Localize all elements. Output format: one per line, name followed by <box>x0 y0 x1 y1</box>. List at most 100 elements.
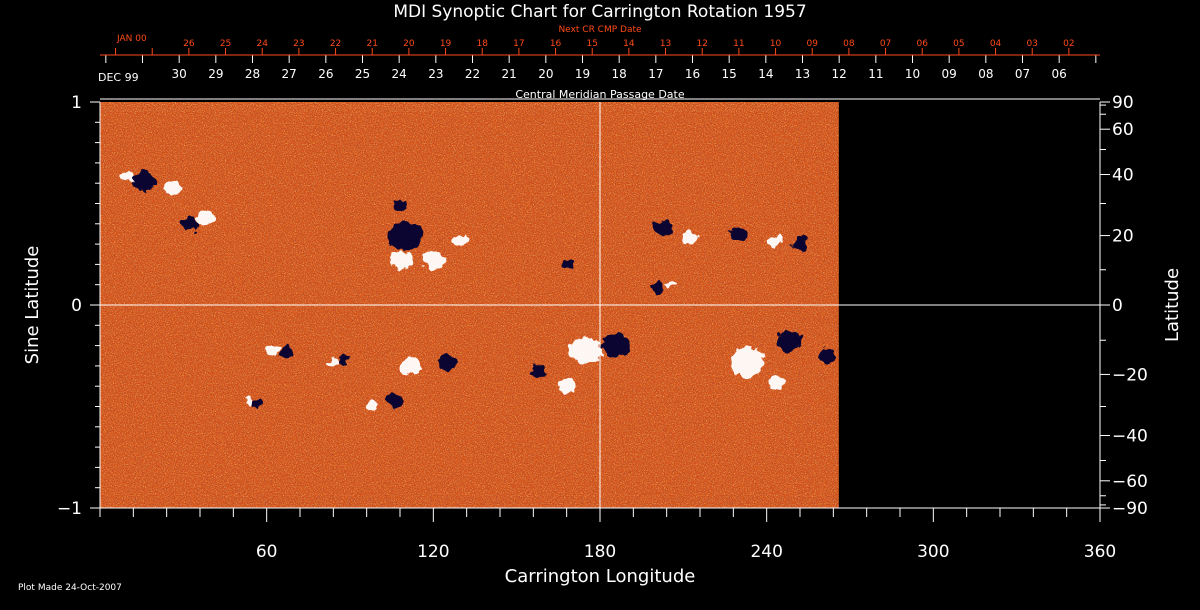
y-left-tick-label: 0 <box>71 296 82 316</box>
active-region-positive <box>767 235 783 249</box>
next-cmp-day-label: 20 <box>403 39 415 49</box>
cmp-day-label: 18 <box>612 67 627 81</box>
y-right-tick-label: −40 <box>1112 426 1148 446</box>
cmp-date-axis: 30 29 28 27 26 25 24 23 22 21 20 19 18 17 16 15 14 13 12 11… <box>100 54 1100 81</box>
next-cmp-day-label: 19 <box>440 39 452 49</box>
y-axis-right: 90 60 40 20 0 −20 −40 −60 −90 <box>1100 93 1148 519</box>
cmp-day-label: 27 <box>282 67 297 81</box>
next-cmp-day-label: 13 <box>660 39 671 49</box>
cmp-day-label: 26 <box>318 67 333 81</box>
next-cmp-day-label: 23 <box>293 39 304 49</box>
active-region-positive <box>422 251 445 270</box>
next-cmp-day-label: 05 <box>953 39 964 49</box>
cmp-day-label: 30 <box>172 67 187 81</box>
next-cmp-day-label: 07 <box>880 39 891 49</box>
active-region-positive <box>454 234 469 246</box>
y-axis-left-label: Sine Latitude <box>22 246 43 365</box>
active-region-positive <box>197 210 214 225</box>
next-cmp-date-axis: 26 25 24 23 22 21 20 19 18 17 16 15 14 13 12 11 10 09 08 07… <box>100 39 1100 56</box>
chart-title: MDI Synoptic Chart for Carrington Rotati… <box>393 2 806 22</box>
cmp-day-label: 07 <box>1015 67 1030 81</box>
active-region-positive <box>120 171 135 183</box>
active-region-positive <box>365 401 379 412</box>
cmp-day-label: 15 <box>722 67 737 81</box>
next-cmp-day-label: 04 <box>990 39 1002 49</box>
next-cmp-day-label: 15 <box>586 39 597 49</box>
next-cmp-day-label: 03 <box>1026 39 1037 49</box>
cmp-day-label: 09 <box>942 67 957 81</box>
cmp-day-label: 21 <box>502 67 517 81</box>
active-region-negative <box>392 199 408 212</box>
active-region-negative <box>560 259 573 270</box>
active-region-positive <box>327 357 340 367</box>
next-cmp-axis-label: Next CR CMP Date <box>558 25 642 35</box>
active-region-negative <box>387 221 424 251</box>
y-right-tick-label: 0 <box>1112 296 1123 316</box>
next-cmp-day-label: 08 <box>843 39 855 49</box>
cmp-month-label: DEC 99 <box>98 71 139 84</box>
active-region-positive <box>163 180 181 195</box>
active-region-positive <box>729 347 765 377</box>
x-tick-label: 360 <box>1084 542 1116 562</box>
y-axis-right-label: Latitude <box>1162 268 1183 342</box>
active-region-positive <box>570 336 603 363</box>
cmp-day-label: 14 <box>758 67 773 81</box>
active-region-negative <box>253 400 264 409</box>
x-tick-label: 300 <box>917 542 949 562</box>
active-region-positive <box>388 251 412 270</box>
cmp-day-label: 17 <box>648 67 663 81</box>
y-right-tick-label: 90 <box>1112 93 1134 113</box>
cmp-day-label: 08 <box>978 67 993 81</box>
next-cmp-day-label: 02 <box>1063 39 1074 49</box>
active-region-negative <box>654 220 674 236</box>
cmp-day-label: 13 <box>795 67 810 81</box>
x-axis-label: Carrington Longitude <box>505 566 696 587</box>
active-region-negative <box>179 216 199 232</box>
active-region-positive <box>557 378 577 395</box>
y-right-tick-label: −60 <box>1112 472 1148 492</box>
active-region-negative <box>819 348 837 363</box>
next-cmp-day-label: 25 <box>220 39 231 49</box>
active-regions <box>120 171 837 412</box>
active-region-negative <box>530 365 548 379</box>
cmp-day-label: 19 <box>575 67 590 81</box>
next-cmp-day-label: 18 <box>476 39 488 49</box>
x-axis: 60 120 180 240 300 360 <box>99 508 1116 562</box>
x-tick-label: 120 <box>417 542 449 562</box>
active-region-negative <box>776 331 802 352</box>
active-region-negative <box>338 355 351 365</box>
cmp-axis-label: Central Meridian Passage Date <box>515 88 684 101</box>
y-axis-left: 1 0 −1 <box>57 93 100 519</box>
next-cmp-day-label: 24 <box>256 39 268 49</box>
cmp-day-label: 16 <box>685 67 700 81</box>
y-right-tick-label: −20 <box>1112 365 1148 385</box>
y-right-tick-label: 40 <box>1112 166 1134 186</box>
x-tick-label: 180 <box>584 542 616 562</box>
cmp-day-label: 20 <box>538 67 553 81</box>
cmp-day-label: 11 <box>868 67 883 81</box>
y-right-tick-label: 60 <box>1112 120 1134 140</box>
y-right-tick-label: 20 <box>1112 227 1134 247</box>
active-region-positive <box>399 356 423 375</box>
next-cmp-day-label: 10 <box>770 39 782 49</box>
active-region-positive <box>769 375 787 389</box>
active-region-negative <box>437 354 457 370</box>
active-region-positive <box>265 344 279 355</box>
cmp-day-label: 25 <box>355 67 370 81</box>
active-region-negative <box>279 346 293 357</box>
cmp-day-label: 23 <box>428 67 443 81</box>
plot-made-label: Plot Made 24-Oct-2007 <box>18 583 122 593</box>
next-cmp-day-label: 17 <box>513 39 524 49</box>
active-region-negative <box>132 171 157 192</box>
next-cmp-day-label: 16 <box>550 39 562 49</box>
active-region-positive <box>667 280 678 289</box>
y-left-tick-label: −1 <box>57 499 82 519</box>
cmp-day-label: 22 <box>465 67 480 81</box>
active-region-negative <box>792 238 808 250</box>
cmp-day-label: 12 <box>832 67 847 81</box>
y-right-tick-label: −90 <box>1112 499 1148 519</box>
x-tick-label: 240 <box>750 542 782 562</box>
cmp-day-label: 29 <box>208 67 223 81</box>
next-cmp-day-label: 11 <box>733 39 744 49</box>
